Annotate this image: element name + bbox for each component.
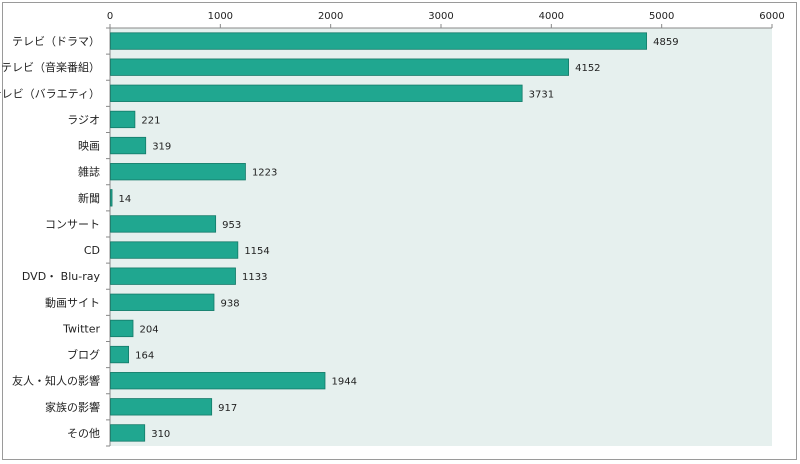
data-label: 1154: [244, 246, 269, 257]
bar: [110, 58, 570, 76]
category-label: 映画: [78, 140, 100, 153]
category-label: ブログ: [67, 348, 100, 362]
data-label: 1223: [252, 168, 277, 179]
data-label: 953: [222, 220, 241, 231]
bar: [110, 189, 113, 207]
category-label: CD: [84, 244, 100, 257]
data-label: 3731: [529, 89, 554, 100]
data-label: 310: [151, 429, 170, 440]
x-tick-label: 4000: [539, 11, 564, 22]
bar: [110, 163, 246, 181]
bar: [110, 110, 136, 129]
data-label: 204: [140, 324, 159, 335]
category-label: テレビ（バラエティ）: [0, 87, 100, 100]
x-tick-label: 6000: [759, 11, 784, 22]
bar: [110, 32, 648, 50]
bar: [110, 84, 523, 102]
data-label: 938: [220, 298, 239, 309]
category-label: テレビ（ドラマ）: [12, 35, 100, 48]
x-axis: 0 1000 2000 3000 4000 5000 6000: [107, 11, 785, 29]
y-axis: テレビ（ドラマ） テレビ（音楽番組） テレビ（バラエティ） ラジオ映画雑誌新聞コンサー…: [0, 27, 111, 447]
x-tick-label: 1000: [208, 11, 233, 22]
category-label: 動画サイト: [45, 295, 100, 309]
bar: [110, 345, 129, 364]
data-label: 164: [135, 351, 154, 362]
data-label: 1944: [331, 377, 356, 388]
category-label: Twitter: [62, 322, 100, 335]
bar: [110, 267, 236, 285]
data-label: 1133: [242, 272, 267, 283]
bar: [110, 241, 239, 259]
category-label: 家族の影響: [45, 400, 100, 414]
data-label: 917: [218, 403, 237, 414]
data-labels: 4859 4152 3731 221 319 1223 14 953 1154 1133 938 20…: [119, 37, 679, 440]
category-label: テレビ（音楽番組）: [1, 60, 100, 74]
x-tick-label: 0: [107, 11, 113, 22]
bar: [110, 319, 134, 338]
data-label: 4859: [653, 37, 678, 48]
data-label: 221: [141, 115, 160, 126]
x-tick-label: 5000: [649, 11, 674, 22]
category-label: ラジオ: [67, 113, 100, 126]
category-label: コンサート: [45, 218, 100, 231]
data-label: 14: [119, 194, 132, 205]
x-tick-label: 2000: [318, 11, 343, 22]
category-label: その他: [67, 427, 100, 440]
bar: [110, 293, 215, 311]
data-label: 4152: [575, 63, 600, 74]
bar: [110, 136, 147, 155]
x-tick-label: 3000: [428, 11, 453, 22]
bar: [110, 424, 146, 442]
category-label: 友人・知人の影響: [12, 374, 100, 388]
category-label: 新聞: [78, 191, 100, 205]
data-label: 319: [152, 142, 171, 153]
category-label: DVD・ Blu-ray: [22, 270, 101, 283]
category-label: 雑誌: [78, 165, 100, 179]
bar: [110, 372, 326, 390]
bar-series: [110, 32, 648, 442]
bar: [110, 215, 217, 233]
bar: [110, 398, 213, 416]
